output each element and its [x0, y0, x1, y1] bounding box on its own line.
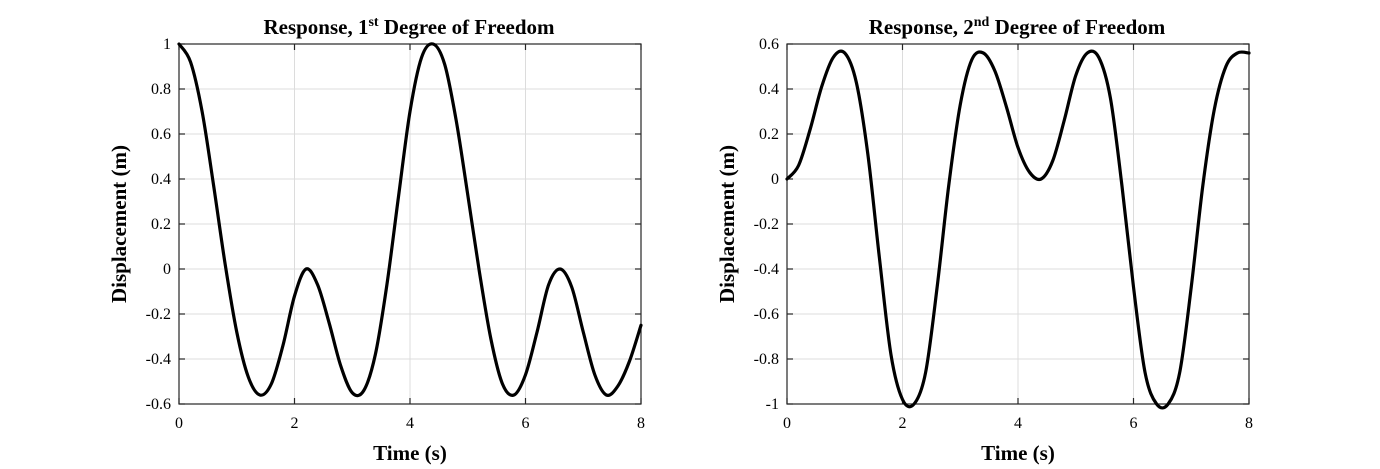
x-tick-label: 6	[1130, 415, 1138, 432]
y-tick-label: 0.4	[759, 81, 779, 98]
y-tick-label: 0	[163, 261, 171, 278]
subplot-2-series	[785, 49, 1251, 410]
y-tick-label: -0.6	[754, 306, 779, 323]
subplot-1-y-axis-label: Displacement (m)	[107, 145, 131, 303]
x-tick-label: 4	[406, 415, 414, 432]
subplot-1-title: Response, 1st Degree of Freedom	[263, 15, 555, 39]
y-tick-label: -0.2	[146, 306, 171, 323]
y-tick-label: 0.2	[151, 216, 171, 233]
y-tick-label: 1	[163, 36, 171, 53]
subplot-2-x-axis-label: Time (s)	[981, 441, 1055, 465]
series-line	[177, 42, 643, 398]
subplot-2-ticks: 0 2 4 6 8 -1 -0.8 -0.6 -0.4 -0.2 0 0.2 0.4 0.6	[754, 36, 1253, 432]
subplot-2-grid	[786, 43, 1250, 405]
y-tick-label: -0.6	[146, 396, 171, 413]
x-tick-label: 4	[1014, 415, 1022, 432]
series-line	[785, 49, 1251, 410]
y-tick-label: -0.8	[754, 351, 779, 368]
subplot-1-ticks: 0 2 4 6 8 -0.6 -0.4 -0.2 0 0.2 0.4 0.6 0.8 1	[146, 36, 645, 432]
subplot-1: Response, 1st Degree of Freedom 0 2 4 6 8 -0.…	[107, 15, 645, 465]
subplot-1-x-axis-label: Time (s)	[373, 441, 447, 465]
y-tick-label: 0	[771, 171, 779, 188]
y-tick-label: 0.6	[759, 36, 779, 53]
y-tick-label: 0.4	[151, 171, 171, 188]
subplot-2-y-axis-label: Displacement (m)	[715, 145, 739, 303]
y-tick-label: -0.4	[146, 351, 171, 368]
subplot-1-grid	[178, 43, 642, 405]
subplot-2: Response, 2nd Degree of Freedom 0 2 4 6 8 -1 -…	[715, 15, 1253, 465]
x-tick-label: 8	[637, 415, 645, 432]
x-tick-label: 0	[175, 415, 183, 432]
y-tick-label: 0.2	[759, 126, 779, 143]
y-tick-label: -1	[766, 396, 779, 413]
y-tick-label: -0.4	[754, 261, 779, 278]
x-tick-label: 8	[1245, 415, 1253, 432]
y-tick-label: 0.6	[151, 126, 171, 143]
y-tick-label: -0.2	[754, 216, 779, 233]
x-tick-label: 6	[522, 415, 530, 432]
x-tick-label: 0	[783, 415, 791, 432]
subplot-2-title: Response, 2nd Degree of Freedom	[869, 15, 1166, 39]
subplot-1-series	[177, 42, 643, 398]
x-tick-label: 2	[899, 415, 907, 432]
x-tick-label: 2	[291, 415, 299, 432]
y-tick-label: 0.8	[151, 81, 171, 98]
